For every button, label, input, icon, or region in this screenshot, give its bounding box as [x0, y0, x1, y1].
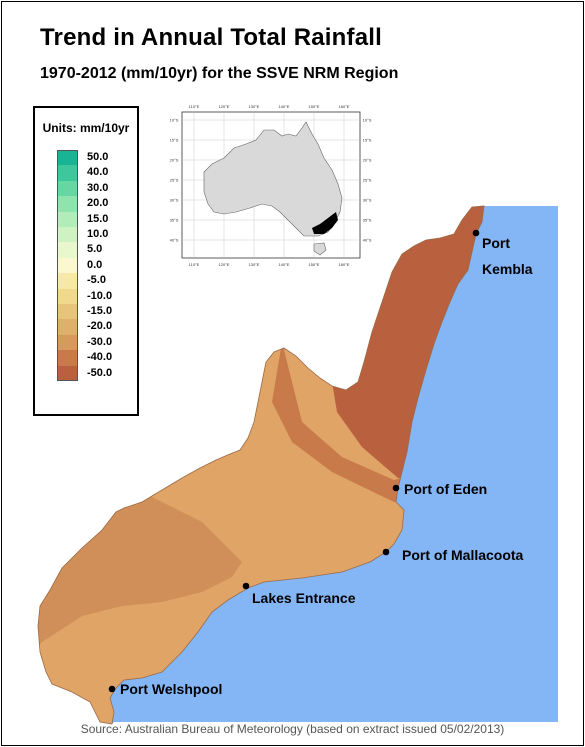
inset-lat-tick-label: 25°S — [170, 178, 179, 183]
legend-label: 20.0 — [87, 197, 109, 210]
legend-label: 10.0 — [87, 228, 109, 240]
legend-label: 5.0 — [87, 243, 103, 256]
legend-label: 30.0 — [87, 181, 109, 194]
inset-lat-tick-label: 30°S — [170, 198, 179, 203]
inset-lat-tick-label: 40°S — [170, 238, 179, 243]
inset-lat-tick-label: 20°S — [363, 158, 372, 163]
legend-item: 0.0 — [57, 257, 147, 274]
legend-item: -15.0 — [57, 304, 147, 320]
place-dot-port-of-eden — [392, 484, 400, 492]
legend-swatch — [57, 350, 78, 366]
legend-swatch — [57, 288, 78, 304]
inset-lon-tick-label: 140°E — [279, 262, 290, 267]
place-label-lakes-entrance: Lakes Entrance — [252, 590, 356, 606]
legend-swatch — [57, 196, 78, 212]
inset-tasmania — [313, 242, 327, 256]
legend-swatch — [57, 180, 78, 197]
legend-swatch — [57, 304, 78, 320]
legend-item: 50.0 — [57, 150, 147, 166]
inset-longitude-ticks: 110°E 110°E 120°E 120°E 130°E 130°E 140°E 140°E… — [189, 104, 350, 267]
inset-lon-tick-label: 160°E — [339, 104, 350, 109]
inset-lon-tick-label: 140°E — [279, 104, 290, 109]
place-label-port-welshpool: Port Welshpool — [120, 681, 223, 697]
place-label-port-of-mallacoota: Port of Mallacoota — [402, 547, 524, 563]
legend-label: 0.0 — [87, 258, 103, 271]
source-credit: Source: Australian Bureau of Meteorology… — [80, 722, 505, 736]
legend-swatch — [57, 227, 78, 243]
inset-lon-tick-label: 120°E — [219, 262, 230, 267]
map-title: Trend in Annual Total Rainfall — [40, 24, 383, 51]
inset-australia-map: 110°E 110°E 120°E 120°E 130°E 130°E 140°E 140°E… — [164, 100, 376, 270]
legend-item: -5.0 — [57, 273, 147, 289]
legend-swatch — [57, 242, 78, 258]
ocean-area — [110, 206, 558, 724]
legend-label: 40.0 — [87, 166, 109, 179]
legend-item: 10.0 — [57, 227, 147, 243]
legend-swatch — [57, 334, 78, 351]
legend-item: 30.0 — [57, 180, 147, 197]
inset-lat-tick-label: 30°S — [363, 198, 372, 203]
legend-swatch — [57, 273, 78, 289]
legend-label: -20.0 — [87, 320, 113, 333]
inset-lon-tick-label: 120°E — [219, 104, 230, 109]
legend-swatch — [57, 211, 78, 227]
inset-lat-tick-label: 15°S — [363, 138, 372, 143]
legend-item: -40.0 — [57, 350, 147, 366]
legend-label: -15.0 — [87, 305, 113, 317]
inset-lon-tick-label: 150°E — [309, 262, 320, 267]
inset-region-highlight — [312, 212, 338, 234]
inset-lat-tick-label: 20°S — [170, 158, 179, 163]
legend-swatch — [57, 150, 78, 166]
place-dot-port-kembla — [472, 229, 480, 237]
legend-swatch — [57, 365, 78, 381]
inset-lat-tick-label: 15°S — [170, 138, 179, 143]
legend-item: 15.0 — [57, 211, 147, 227]
inset-lon-tick-label: 110°E — [189, 262, 200, 267]
inset-lat-tick-label: 35°S — [363, 218, 372, 223]
legend-swatch — [57, 257, 78, 274]
place-dot-port-of-mallacoota — [382, 548, 390, 556]
legend-item: -30.0 — [57, 334, 147, 351]
inset-map: 110°E 110°E 120°E 120°E 130°E 130°E 140°E 140°E… — [164, 100, 376, 270]
legend-label: -10.0 — [87, 289, 113, 302]
legend-item: -50.0 — [57, 365, 147, 381]
legend-item: 20.0 — [57, 196, 147, 212]
legend-item: -20.0 — [57, 319, 147, 335]
legend-label: -30.0 — [87, 335, 113, 348]
legend-title: Units: mm/10yr — [42, 121, 130, 135]
map-subtitle: 1970-2012 (mm/10yr) for the SSVE NRM Reg… — [40, 65, 399, 82]
legend-item: 5.0 — [57, 242, 147, 258]
inset-lat-tick-label: 10°S — [363, 118, 372, 123]
legend-label: 50.0 — [87, 151, 109, 163]
inset-australia-landmass — [203, 121, 343, 237]
legend-label: -5.0 — [87, 274, 106, 287]
legend-item: -10.0 — [57, 288, 147, 304]
legend-swatch — [57, 165, 78, 181]
inset-lon-tick-label: 150°E — [309, 104, 320, 109]
legend-label: -50.0 — [87, 366, 113, 379]
inset-lon-tick-label: 160°E — [339, 262, 350, 267]
place-label-port-of-eden: Port of Eden — [404, 481, 488, 497]
inset-lat-tick-label: 25°S — [363, 178, 372, 183]
region-outline — [37, 205, 485, 725]
legend-item: 40.0 — [57, 165, 147, 181]
inset-lat-tick-label: 40°S — [363, 238, 372, 243]
inset-lon-tick-label: 130°E — [249, 262, 260, 267]
legend-label: -40.0 — [87, 351, 113, 364]
legend-swatch — [57, 319, 78, 335]
place-dot-lakes-entrance — [242, 582, 250, 590]
place-label-port-kembla: Port Kembla — [482, 235, 533, 277]
inset-lon-tick-label: 110°E — [189, 104, 200, 109]
place-dot-port-welshpool — [108, 685, 116, 693]
inset-lon-tick-label: 130°E — [249, 104, 260, 109]
legend-label: 15.0 — [87, 212, 109, 225]
inset-lat-tick-label: 35°S — [170, 218, 179, 223]
inset-lat-tick-label: 10°S — [170, 118, 179, 123]
inset-latitude-ticks: 10°S 10°S 15°S 15°S 20°S 20°S 25°S 25°S 30°S 30°S… — [170, 118, 372, 243]
legend: Units: mm/10yr 50.0 40.0 30.0 20.0 15.0 10.0 5… — [33, 106, 139, 416]
